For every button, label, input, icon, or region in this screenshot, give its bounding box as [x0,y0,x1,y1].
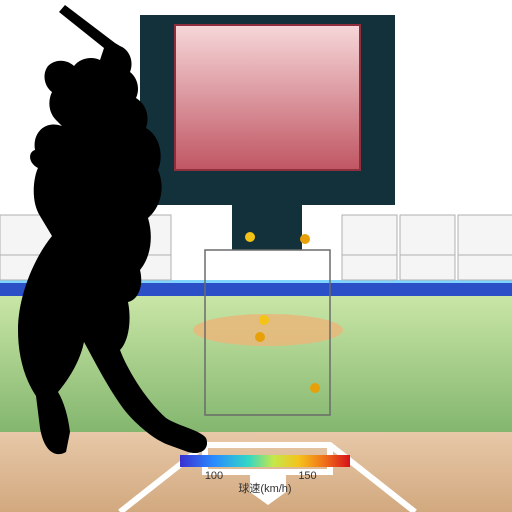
scoreboard-screen [175,25,360,170]
pitch-marker [259,315,269,325]
pitch-marker [245,232,255,242]
pitch-marker [300,234,310,244]
stands-panel [342,215,397,255]
pitch-marker [255,332,265,342]
pitch-marker [310,383,320,393]
stands-panel [400,255,455,280]
stands-panel [458,255,512,280]
chart-svg: 100 150 球速(km/h) [0,0,512,512]
scoreboard-post [232,205,302,250]
stands-panel [400,215,455,255]
stands-panel [342,255,397,280]
speed-legend-bar [180,455,350,467]
legend-axis-label: 球速(km/h) [238,481,291,495]
stands-panel [458,215,512,255]
legend-tick: 100 [205,470,223,482]
legend-tick: 150 [298,470,316,482]
pitch-location-chart: 100 150 球速(km/h) [0,0,512,512]
